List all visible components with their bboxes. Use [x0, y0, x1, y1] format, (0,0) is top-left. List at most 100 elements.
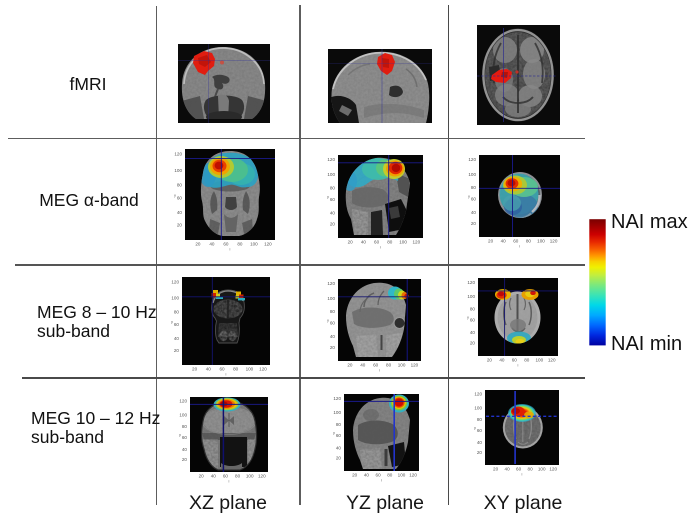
- svg-text:60: 60: [470, 318, 476, 323]
- svg-text:i: i: [381, 478, 382, 483]
- svg-text:60: 60: [516, 467, 522, 472]
- svg-text:100: 100: [399, 240, 407, 245]
- svg-text:40: 40: [360, 363, 366, 368]
- svg-text:20: 20: [174, 348, 180, 353]
- svg-text:20: 20: [195, 242, 201, 247]
- svg-text:y: y: [327, 318, 329, 323]
- svg-text:40: 40: [177, 210, 183, 215]
- svg-text:60: 60: [376, 473, 382, 478]
- svg-text:120: 120: [327, 157, 335, 162]
- svg-text:20: 20: [470, 341, 476, 346]
- svg-text:100: 100: [537, 239, 545, 244]
- svg-text:40: 40: [209, 242, 215, 247]
- svg-text:y: y: [171, 319, 173, 324]
- svg-text:60: 60: [477, 428, 483, 433]
- svg-text:20: 20: [336, 456, 342, 461]
- svg-text:100: 100: [250, 242, 258, 247]
- svg-text:80: 80: [237, 242, 243, 247]
- svg-text:y: y: [174, 192, 176, 197]
- svg-text:60: 60: [174, 322, 180, 327]
- svg-text:40: 40: [336, 445, 342, 450]
- svg-text:i: i: [229, 479, 230, 484]
- svg-text:80: 80: [528, 467, 534, 472]
- svg-text:40: 40: [505, 467, 511, 472]
- svg-text:100: 100: [327, 172, 335, 177]
- svg-text:20: 20: [330, 222, 336, 227]
- svg-text:20: 20: [471, 221, 477, 226]
- svg-text:100: 100: [398, 363, 406, 368]
- svg-text:60: 60: [177, 196, 183, 201]
- svg-text:120: 120: [548, 358, 556, 363]
- svg-text:120: 120: [333, 396, 341, 401]
- svg-text:i: i: [380, 245, 381, 250]
- svg-text:80: 80: [174, 309, 180, 314]
- svg-text:100: 100: [171, 295, 179, 300]
- svg-text:i: i: [379, 368, 380, 373]
- svg-text:y: y: [327, 194, 329, 199]
- svg-text:120: 120: [174, 152, 182, 157]
- svg-text:20: 20: [177, 222, 183, 227]
- svg-text:120: 120: [171, 279, 179, 284]
- svg-text:100: 100: [246, 367, 254, 372]
- svg-text:40: 40: [330, 211, 336, 216]
- svg-text:120: 120: [468, 157, 476, 162]
- svg-text:60: 60: [512, 358, 518, 363]
- svg-text:20: 20: [330, 345, 336, 350]
- svg-text:i: i: [519, 244, 520, 249]
- svg-text:60: 60: [471, 197, 477, 202]
- svg-text:100: 100: [246, 474, 254, 479]
- svg-text:100: 100: [474, 405, 482, 410]
- svg-text:20: 20: [493, 467, 499, 472]
- svg-text:20: 20: [477, 450, 483, 455]
- svg-text:40: 40: [501, 239, 507, 244]
- svg-text:40: 40: [361, 240, 367, 245]
- svg-text:80: 80: [336, 422, 342, 427]
- svg-text:80: 80: [182, 424, 188, 429]
- svg-text:80: 80: [177, 183, 183, 188]
- svg-text:100: 100: [327, 296, 335, 301]
- svg-text:80: 80: [235, 474, 241, 479]
- svg-text:60: 60: [223, 242, 229, 247]
- svg-text:80: 80: [526, 239, 532, 244]
- svg-text:120: 120: [467, 280, 475, 285]
- svg-text:60: 60: [374, 240, 380, 245]
- svg-text:i: i: [226, 372, 227, 377]
- svg-text:100: 100: [398, 473, 406, 478]
- svg-text:20: 20: [182, 457, 188, 462]
- svg-text:60: 60: [182, 435, 188, 440]
- svg-text:40: 40: [330, 334, 336, 339]
- svg-text:40: 40: [174, 336, 180, 341]
- svg-text:40: 40: [182, 447, 188, 452]
- svg-text:20: 20: [199, 474, 205, 479]
- svg-text:40: 40: [364, 473, 370, 478]
- svg-text:120: 120: [264, 242, 272, 247]
- svg-text:60: 60: [373, 363, 379, 368]
- svg-text:80: 80: [330, 309, 336, 314]
- svg-text:40: 40: [471, 210, 477, 215]
- svg-text:i: i: [230, 247, 231, 252]
- svg-text:120: 120: [258, 474, 266, 479]
- svg-text:i: i: [522, 472, 523, 477]
- svg-text:120: 120: [474, 392, 482, 397]
- svg-text:20: 20: [352, 473, 358, 478]
- svg-text:y: y: [474, 425, 476, 430]
- svg-text:120: 120: [549, 467, 557, 472]
- svg-text:20: 20: [348, 240, 354, 245]
- svg-text:60: 60: [336, 433, 342, 438]
- svg-text:40: 40: [499, 358, 505, 363]
- svg-text:100: 100: [174, 168, 182, 173]
- svg-text:60: 60: [330, 197, 336, 202]
- svg-text:20: 20: [192, 367, 198, 372]
- svg-text:120: 120: [550, 239, 558, 244]
- svg-text:100: 100: [538, 467, 546, 472]
- svg-text:100: 100: [467, 294, 475, 299]
- svg-text:120: 120: [179, 399, 187, 404]
- svg-text:100: 100: [468, 172, 476, 177]
- svg-text:80: 80: [387, 473, 393, 478]
- svg-text:120: 120: [259, 367, 267, 372]
- svg-text:120: 120: [327, 281, 335, 286]
- svg-text:80: 80: [233, 367, 239, 372]
- svg-text:80: 80: [477, 417, 483, 422]
- svg-text:80: 80: [386, 363, 392, 368]
- svg-text:80: 80: [471, 185, 477, 190]
